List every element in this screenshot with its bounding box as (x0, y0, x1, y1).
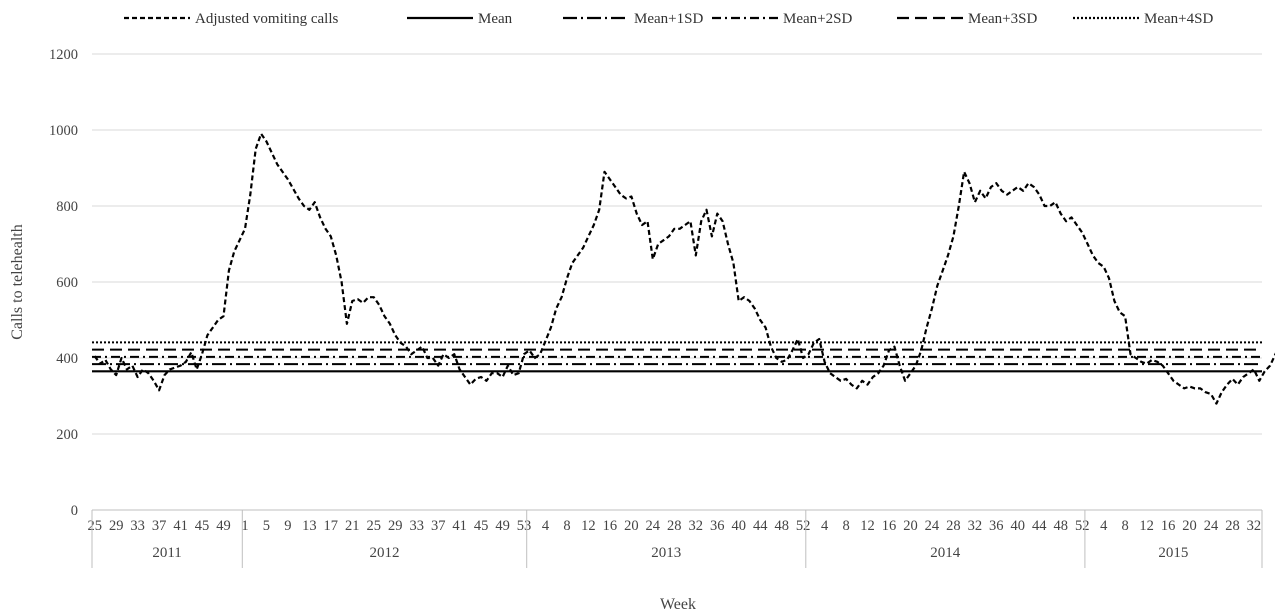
x-tick-label: 41 (173, 518, 188, 534)
x-tick-label: 29 (388, 518, 403, 534)
x-tick-label: 1 (241, 518, 248, 534)
x-tick-label: 45 (474, 518, 489, 534)
y-tick-label: 0 (71, 503, 78, 519)
x-tick-label: 49 (216, 518, 231, 534)
legend: Adjusted vomiting calls Mean Mean+1SD Mean+… (124, 11, 1213, 27)
x-tick-label: 49 (495, 518, 510, 534)
y-tick-label: 200 (56, 427, 78, 443)
series-line (93, 132, 1275, 405)
year-label: 2012 (370, 545, 400, 561)
x-tick-label: 52 (1075, 518, 1090, 534)
x-tick-label: 40 (1011, 518, 1026, 534)
x-tick-label: 12 (581, 518, 596, 534)
y-tick-label: 400 (56, 351, 78, 367)
legend-label-mean: Mean (478, 11, 513, 27)
x-tick-label: 36 (989, 518, 1004, 534)
y-tick-label: 1000 (49, 123, 78, 139)
x-tick-label: 13 (302, 518, 317, 534)
x-tick-label: 32 (689, 518, 704, 534)
x-tick-label: 52 (796, 518, 811, 534)
x-tick-label: 32 (968, 518, 983, 534)
x-tick-label: 16 (882, 518, 897, 534)
y-tick-label: 1200 (49, 47, 78, 63)
y-tick-label: 800 (56, 199, 78, 215)
x-tick-label: 28 (946, 518, 961, 534)
y-axis-title: Calls to telehealth (9, 224, 26, 340)
x-tick-label: 33 (409, 518, 424, 534)
x-tick-label: 29 (109, 518, 124, 534)
x-tick-label: 53 (517, 518, 532, 534)
legend-label-adjusted-vomiting-calls: Adjusted vomiting calls (195, 11, 338, 27)
x-tick-label: 20 (903, 518, 918, 534)
x-tick-label: 20 (1182, 518, 1197, 534)
x-tick-label: 48 (774, 518, 789, 534)
x-tick-label: 44 (753, 518, 768, 534)
x-tick-label: 8 (842, 518, 849, 534)
year-label: 2015 (1158, 545, 1188, 561)
x-tick-label: 16 (1161, 518, 1176, 534)
x-tick-label: 40 (731, 518, 746, 534)
x-axis: 25 29 33 37 41 45 49 1 5 9 13 17 21 25 29 33 37 41 45 49 53 4… (87, 509, 1263, 568)
x-tick-label: 17 (324, 518, 339, 534)
x-tick-label: 8 (1121, 518, 1128, 534)
x-tick-label: 28 (1225, 518, 1240, 534)
x-tick-label: 20 (624, 518, 639, 534)
reference-lines (92, 341, 1262, 373)
x-tick-label: 8 (563, 518, 570, 534)
legend-label-mean-4sd: Mean+4SD (1144, 11, 1213, 27)
x-tick-label: 9 (284, 518, 291, 534)
x-tick-label: 16 (603, 518, 618, 534)
x-tick-label: 28 (667, 518, 682, 534)
x-tick-label: 25 (367, 518, 382, 534)
x-tick-label: 5 (263, 518, 270, 534)
legend-label-mean-1sd: Mean+1SD (634, 11, 703, 27)
legend-label-mean-3sd: Mean+3SD (968, 11, 1037, 27)
x-tick-label: 24 (1204, 518, 1219, 534)
x-tick-label: 4 (821, 518, 829, 534)
x-tick-label: 48 (1053, 518, 1068, 534)
x-tick-label: 44 (1032, 518, 1047, 534)
x-tick-label: 4 (1100, 518, 1108, 534)
x-tick-label: 37 (152, 518, 167, 534)
legend-label-mean-2sd: Mean+2SD (783, 11, 852, 27)
y-tick-label: 600 (56, 275, 78, 291)
x-tick-label: 12 (860, 518, 875, 534)
y-axis-tick-labels: 0 200 400 600 800 1000 1200 (49, 47, 78, 519)
year-label: 2011 (152, 545, 181, 561)
x-tick-label: 12 (1139, 518, 1154, 534)
year-label: 2014 (930, 545, 961, 561)
series-adjusted-vomiting-calls (93, 132, 1275, 405)
x-tick-label: 4 (542, 518, 550, 534)
x-tick-label: 33 (130, 518, 145, 534)
x-tick-label: 25 (87, 518, 102, 534)
x-axis-title: Week (660, 596, 696, 613)
year-label: 2013 (651, 545, 681, 561)
gridlines (92, 53, 1262, 435)
x-tick-label: 36 (710, 518, 725, 534)
x-tick-label: 37 (431, 518, 446, 534)
x-tick-label: 24 (646, 518, 661, 534)
x-tick-label: 32 (1247, 518, 1262, 534)
x-tick-label: 21 (345, 518, 360, 534)
x-tick-label: 24 (925, 518, 940, 534)
x-tick-label: 45 (195, 518, 210, 534)
x-tick-label: 41 (452, 518, 467, 534)
